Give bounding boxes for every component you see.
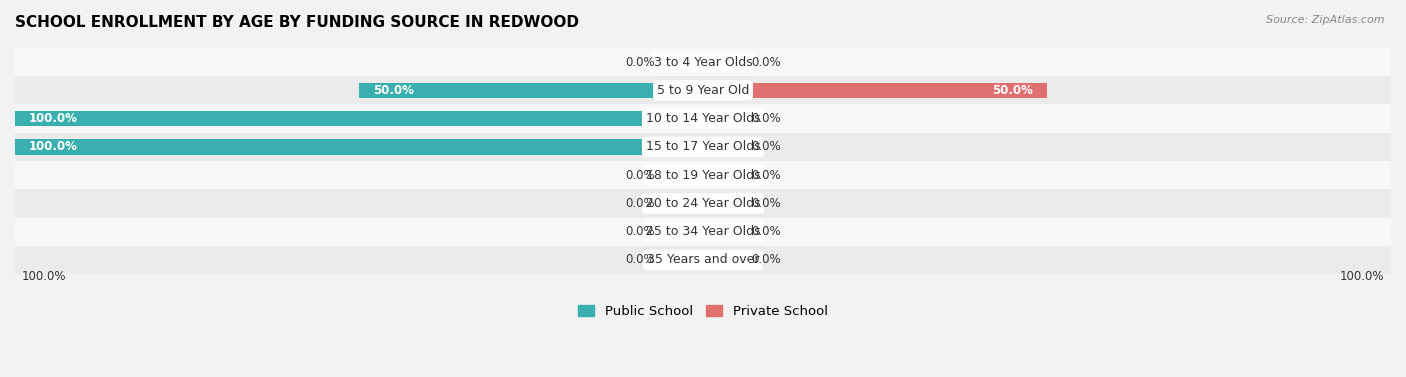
Text: 0.0%: 0.0% xyxy=(751,169,780,182)
Text: 3 to 4 Year Olds: 3 to 4 Year Olds xyxy=(654,55,752,69)
Text: 100.0%: 100.0% xyxy=(28,112,77,125)
Text: 0.0%: 0.0% xyxy=(751,225,780,238)
Bar xyxy=(703,111,744,126)
Text: 5 to 9 Year Old: 5 to 9 Year Old xyxy=(657,84,749,97)
Bar xyxy=(15,139,703,155)
Text: 20 to 24 Year Olds: 20 to 24 Year Olds xyxy=(645,197,761,210)
Text: 50.0%: 50.0% xyxy=(373,84,413,97)
Bar xyxy=(703,224,744,239)
Text: 18 to 19 Year Olds: 18 to 19 Year Olds xyxy=(645,169,761,182)
Bar xyxy=(15,48,1391,76)
Bar xyxy=(662,83,703,98)
Bar xyxy=(703,252,744,268)
Text: 10 to 14 Year Olds: 10 to 14 Year Olds xyxy=(645,112,761,125)
Bar xyxy=(662,139,703,155)
Bar xyxy=(703,83,1047,98)
Bar xyxy=(703,139,744,155)
Text: 0.0%: 0.0% xyxy=(751,253,780,267)
Text: 100.0%: 100.0% xyxy=(28,140,77,153)
Bar xyxy=(662,54,703,70)
Bar xyxy=(662,167,703,183)
Text: 25 to 34 Year Olds: 25 to 34 Year Olds xyxy=(645,225,761,238)
Bar xyxy=(662,252,703,268)
Text: 0.0%: 0.0% xyxy=(626,253,655,267)
Legend: Public School, Private School: Public School, Private School xyxy=(574,300,832,323)
Text: 100.0%: 100.0% xyxy=(22,270,66,283)
Text: 0.0%: 0.0% xyxy=(751,140,780,153)
Bar xyxy=(662,111,703,126)
Bar xyxy=(662,224,703,239)
Bar xyxy=(703,83,744,98)
Bar xyxy=(703,167,744,183)
Text: 0.0%: 0.0% xyxy=(626,169,655,182)
Bar xyxy=(15,189,1391,218)
Text: SCHOOL ENROLLMENT BY AGE BY FUNDING SOURCE IN REDWOOD: SCHOOL ENROLLMENT BY AGE BY FUNDING SOUR… xyxy=(15,15,579,30)
Bar xyxy=(15,161,1391,189)
Text: 0.0%: 0.0% xyxy=(751,197,780,210)
Bar xyxy=(15,218,1391,246)
Bar xyxy=(703,196,744,211)
Bar xyxy=(15,111,703,126)
Text: 35 Years and over: 35 Years and over xyxy=(647,253,759,267)
Text: 0.0%: 0.0% xyxy=(751,55,780,69)
Bar xyxy=(359,83,703,98)
Text: 100.0%: 100.0% xyxy=(1340,270,1384,283)
Bar xyxy=(662,196,703,211)
Text: 0.0%: 0.0% xyxy=(626,225,655,238)
Bar xyxy=(15,76,1391,104)
Bar xyxy=(15,246,1391,274)
Bar xyxy=(703,54,744,70)
Bar xyxy=(15,133,1391,161)
Text: 0.0%: 0.0% xyxy=(626,55,655,69)
Bar xyxy=(15,104,1391,133)
Text: 15 to 17 Year Olds: 15 to 17 Year Olds xyxy=(645,140,761,153)
Text: 0.0%: 0.0% xyxy=(751,112,780,125)
Text: 0.0%: 0.0% xyxy=(626,197,655,210)
Text: Source: ZipAtlas.com: Source: ZipAtlas.com xyxy=(1267,15,1385,25)
Text: 50.0%: 50.0% xyxy=(993,84,1033,97)
